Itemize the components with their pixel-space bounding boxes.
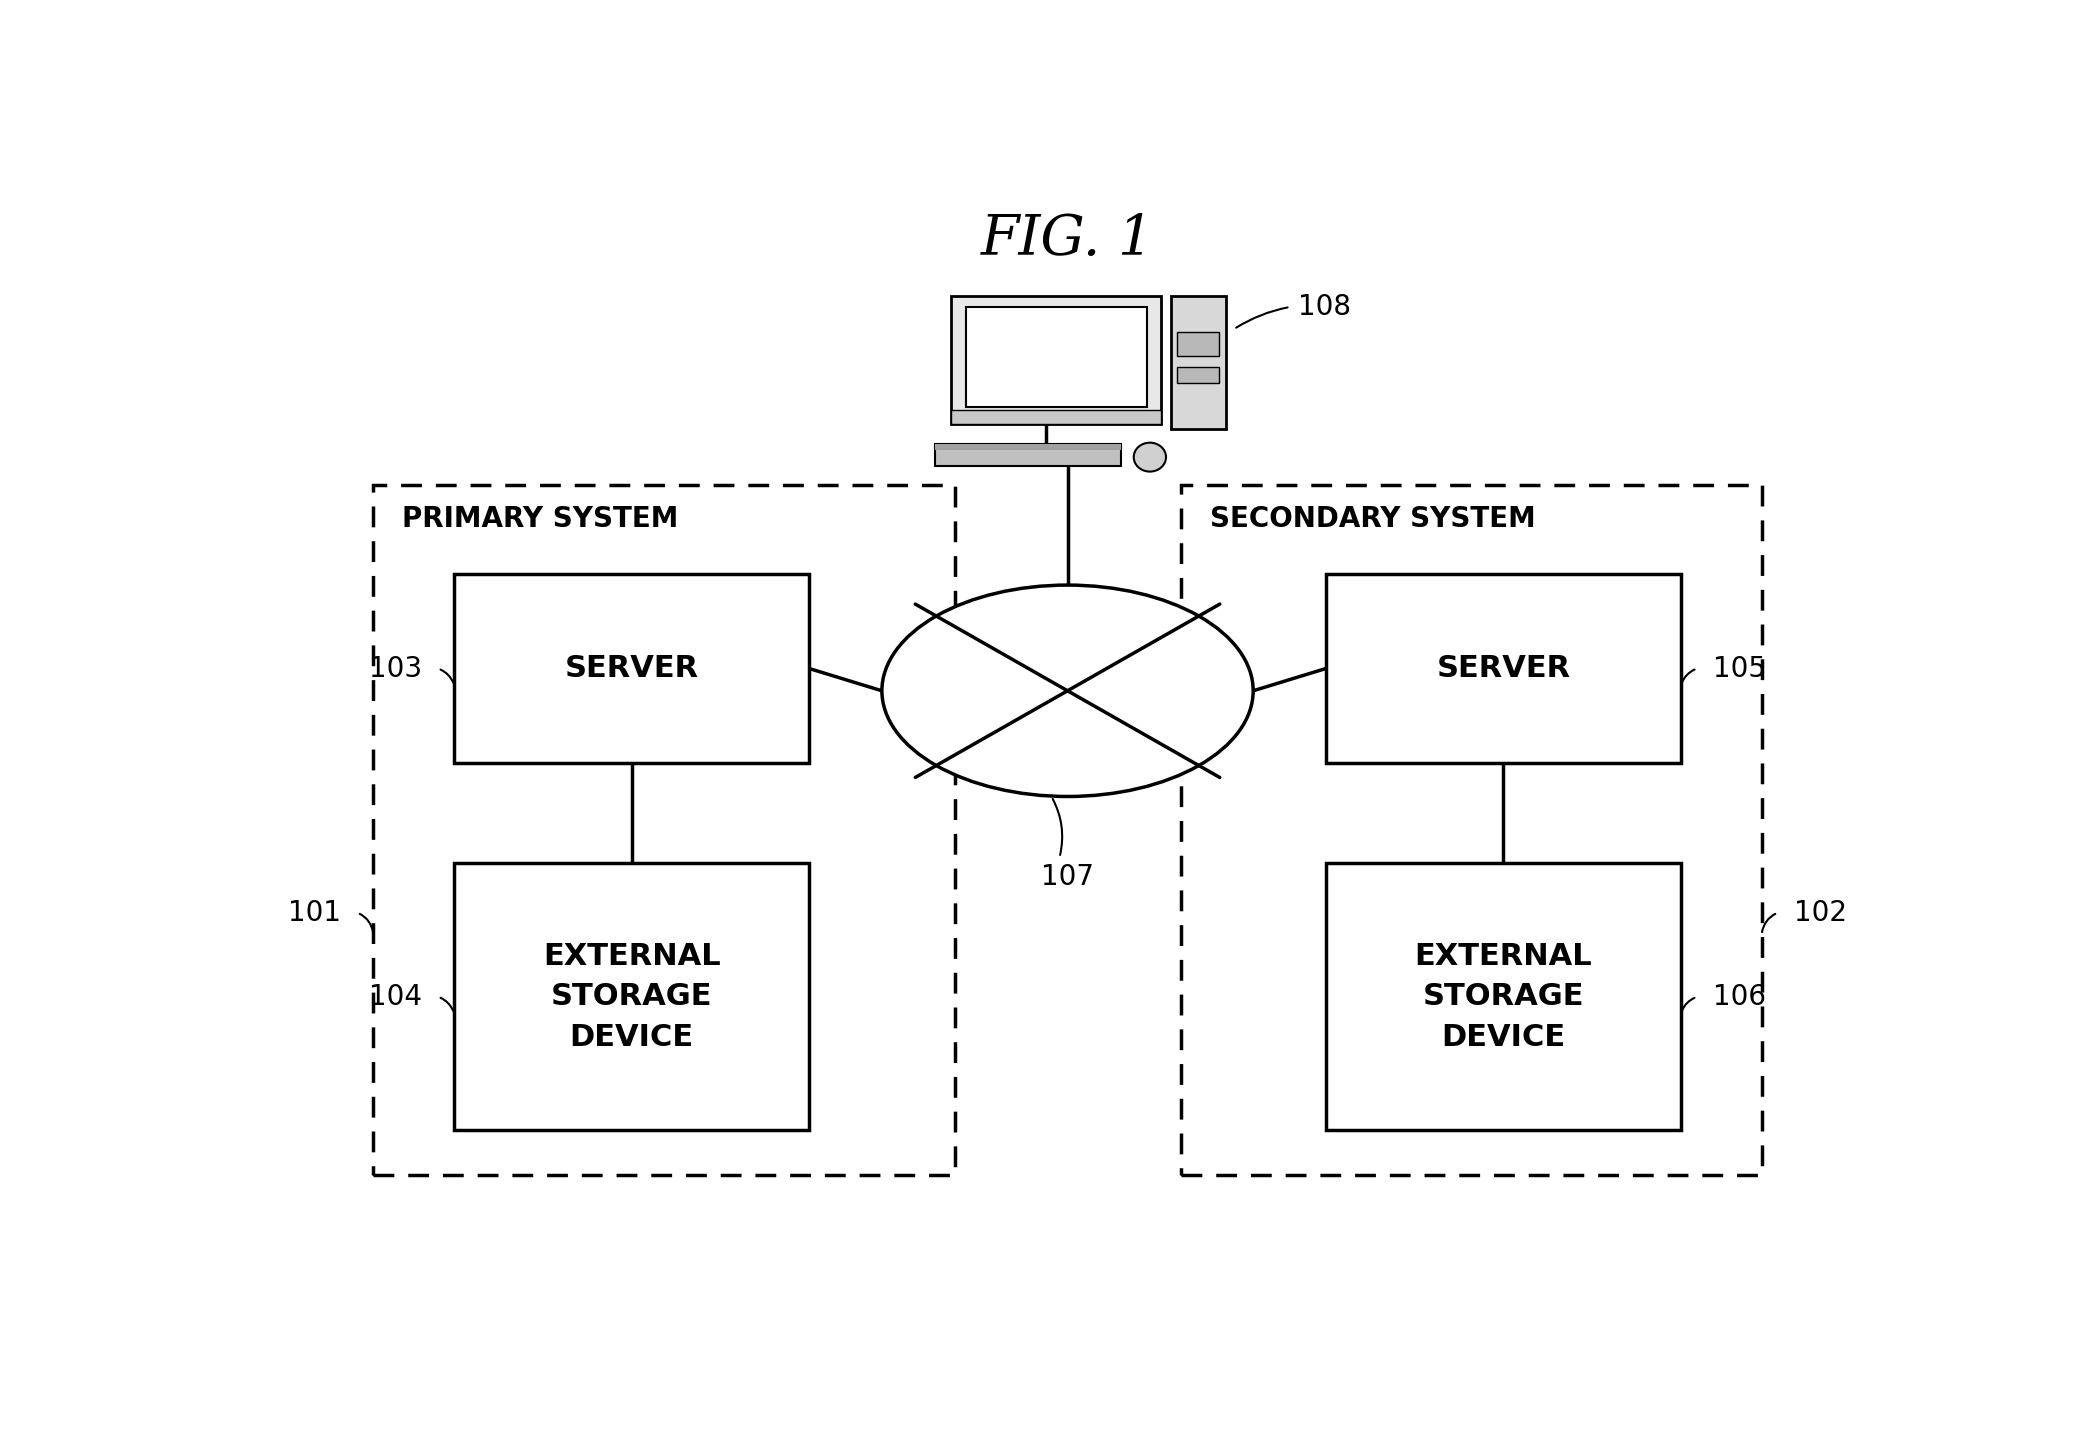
Text: SERVER: SERVER [1437, 655, 1571, 683]
Text: 101: 101 [287, 899, 342, 926]
Bar [373, 486, 954, 1175]
Ellipse shape [1133, 442, 1166, 471]
Text: EXTERNAL
STORAGE
DEVICE: EXTERNAL STORAGE DEVICE [1414, 942, 1591, 1052]
Bar [1325, 863, 1681, 1130]
Text: 106: 106 [1712, 983, 1766, 1010]
Bar [1181, 486, 1762, 1175]
Text: FIG. 1: FIG. 1 [981, 212, 1154, 267]
Text: EXTERNAL
STORAGE
DEVICE: EXTERNAL STORAGE DEVICE [544, 942, 721, 1052]
Text: 103: 103 [369, 655, 421, 682]
Text: 108: 108 [1298, 293, 1352, 321]
Text: 104: 104 [369, 983, 421, 1010]
Text: 102: 102 [1793, 899, 1848, 926]
Bar [454, 574, 808, 763]
Text: SECONDARY SYSTEM: SECONDARY SYSTEM [1210, 504, 1535, 533]
Bar [935, 444, 1121, 467]
Text: SERVER: SERVER [564, 655, 698, 683]
Text: PRIMARY SYSTEM: PRIMARY SYSTEM [402, 504, 679, 533]
Text: 105: 105 [1712, 655, 1766, 682]
Bar [1171, 296, 1225, 429]
Bar [1325, 574, 1681, 763]
Bar [952, 410, 1160, 423]
Bar [952, 296, 1160, 423]
Bar [454, 863, 808, 1130]
Bar [1177, 367, 1219, 383]
Ellipse shape [881, 585, 1254, 796]
Bar [1177, 332, 1219, 355]
Bar [967, 306, 1146, 407]
Bar [935, 444, 1121, 451]
Text: 107: 107 [1042, 863, 1094, 892]
